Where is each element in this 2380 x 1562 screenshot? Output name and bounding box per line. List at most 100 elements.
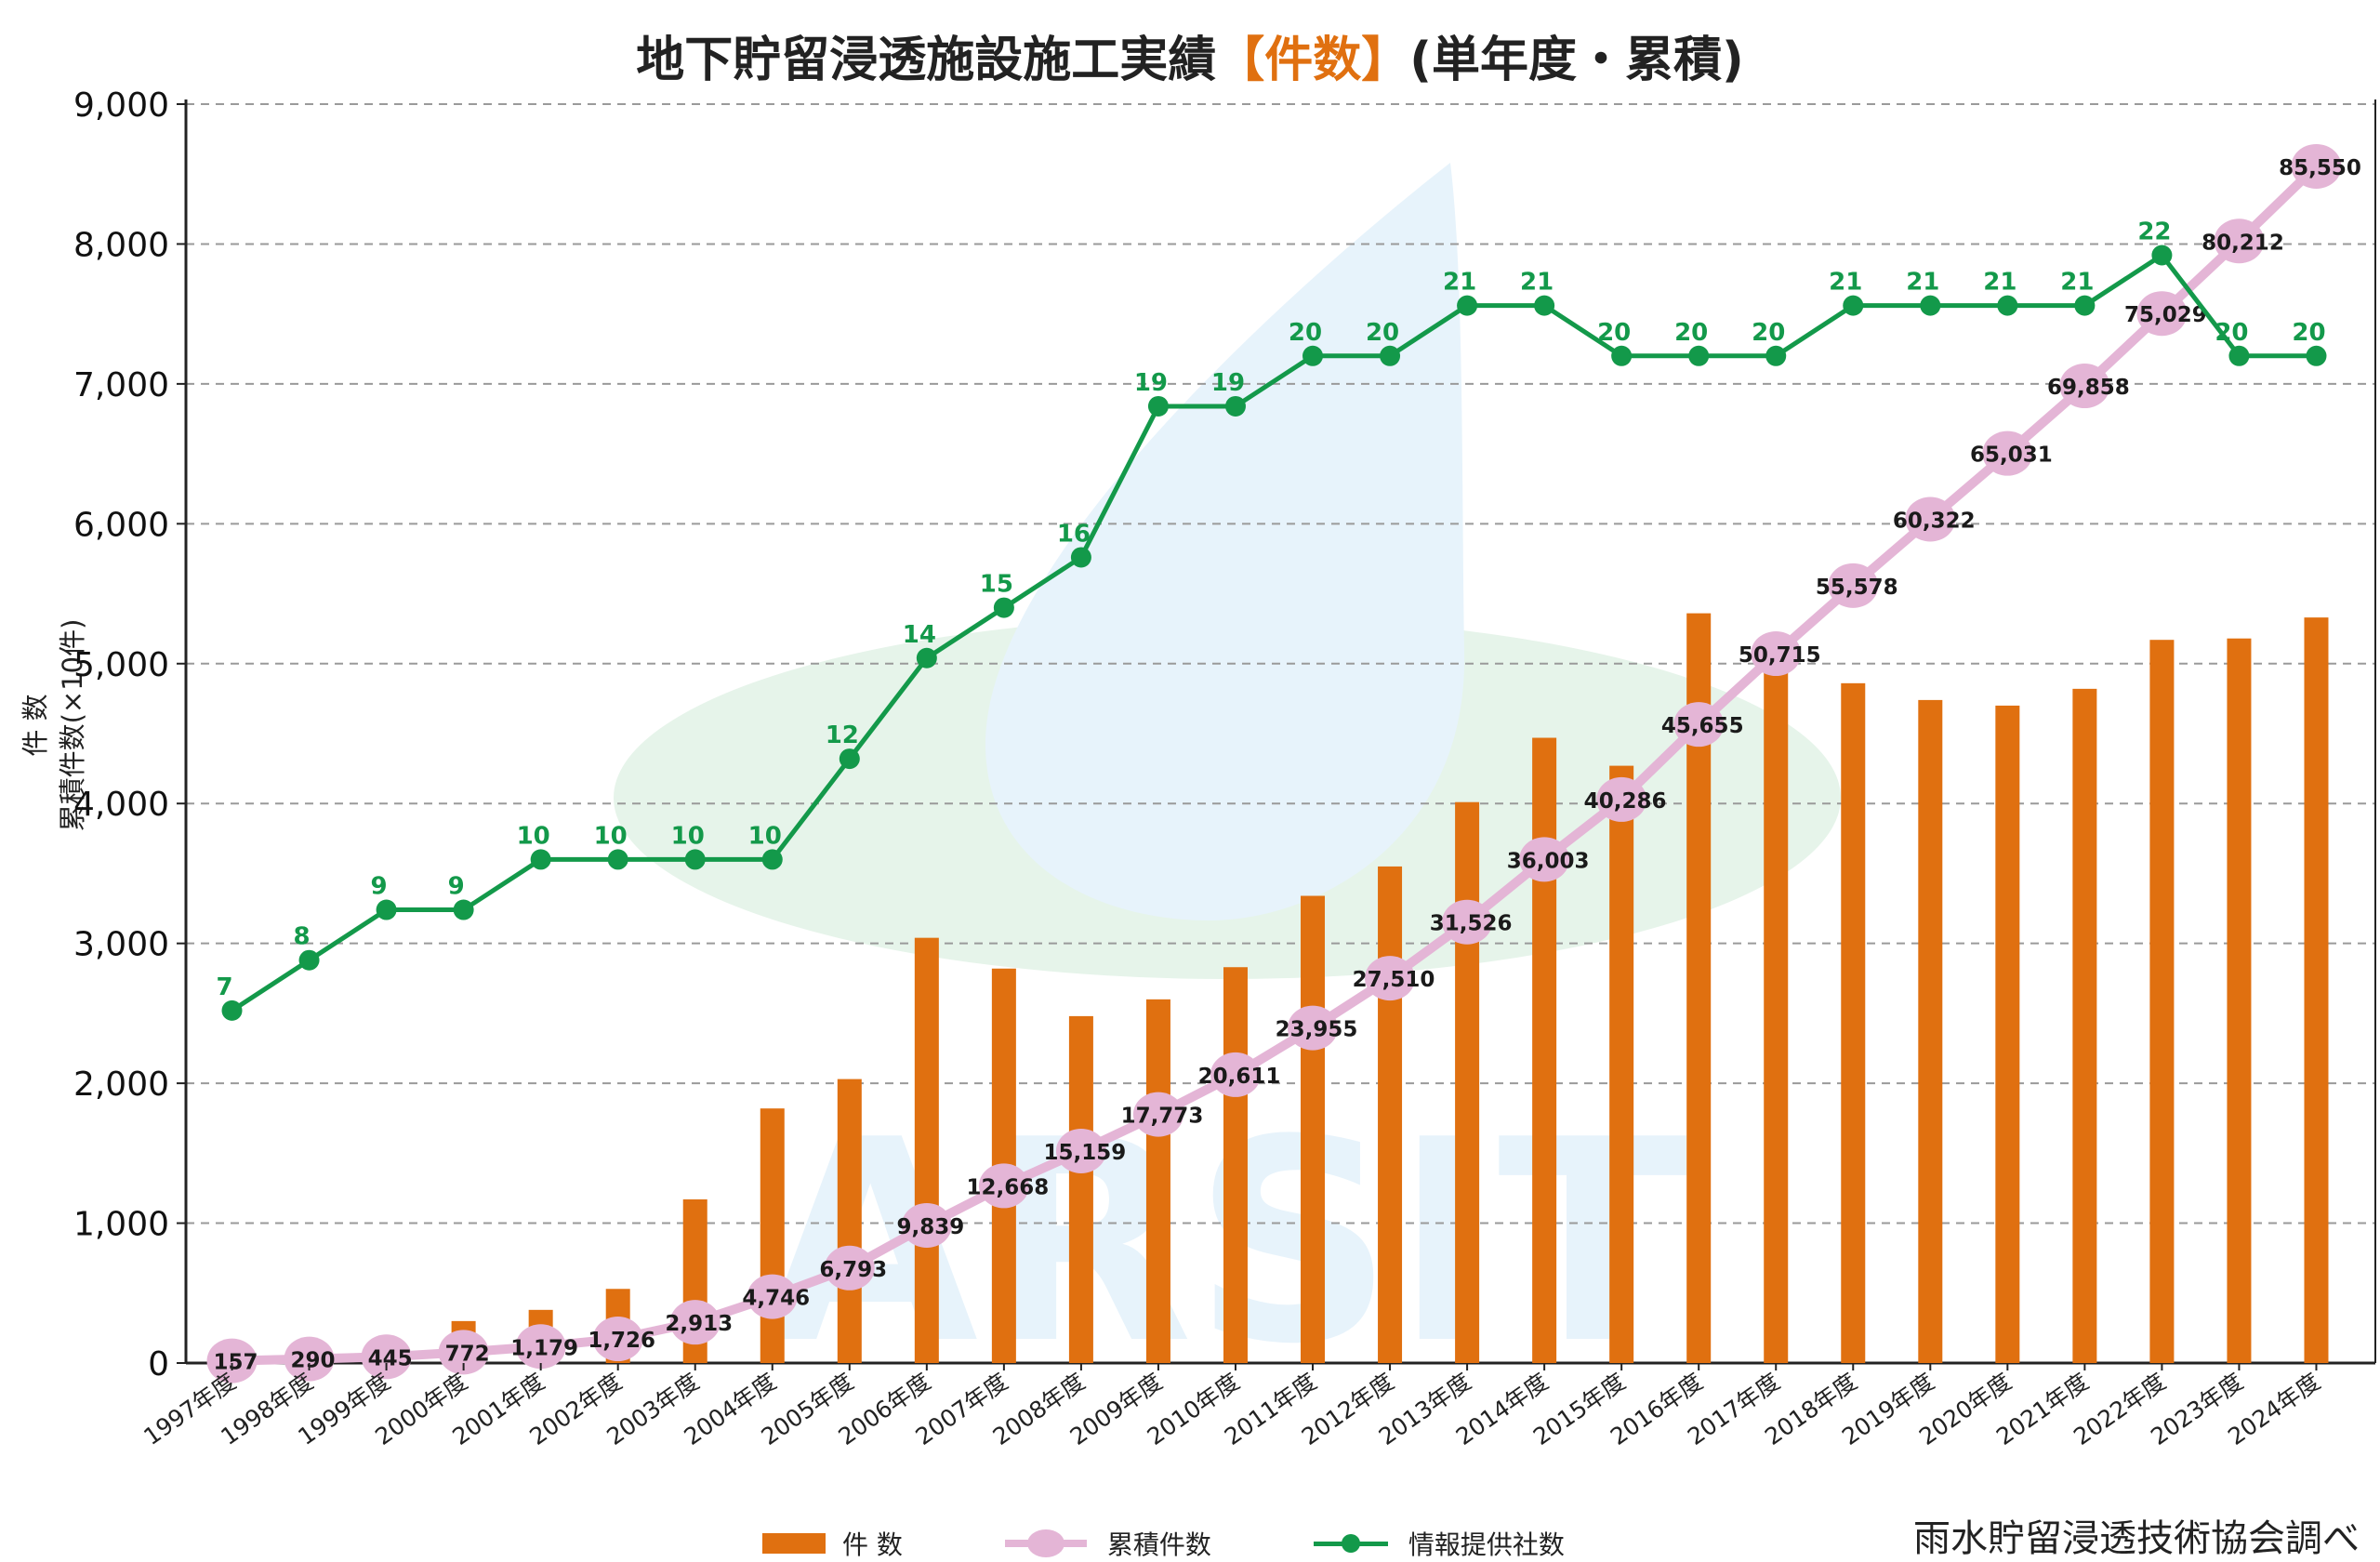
providers-data-label: 21 xyxy=(2060,269,2094,297)
cumulative-data-label: 1,726 xyxy=(588,1329,655,1353)
cumulative-data-label: 27,510 xyxy=(1353,968,1435,992)
cumulative-point xyxy=(1751,631,1802,677)
cumulative-point xyxy=(1210,1052,1261,1097)
cumulative-point xyxy=(284,1336,335,1382)
y-tick-label: 7,000 xyxy=(73,366,169,404)
cumulative-point xyxy=(747,1274,798,1319)
cumulative-data-label: 12,668 xyxy=(966,1175,1049,1199)
bar xyxy=(914,937,939,1363)
providers-point xyxy=(530,849,551,870)
cumulative-data-label: 157 xyxy=(214,1351,258,1375)
chart-title: 地下貯留浸透施設施工実績【件数】(単年度・累積) xyxy=(0,20,2380,90)
bar xyxy=(1995,705,2020,1363)
providers-point xyxy=(1688,345,1710,366)
bar xyxy=(2072,688,2097,1363)
providers-point xyxy=(1302,345,1324,366)
cumulative-data-label: 36,003 xyxy=(1507,849,1590,873)
providers-data-label: 21 xyxy=(1829,269,1862,297)
providers-data-label: 20 xyxy=(1752,319,1785,347)
providers-point xyxy=(298,949,320,971)
bar xyxy=(837,1079,862,1363)
cumulative-point xyxy=(1132,1092,1183,1137)
bar xyxy=(760,1108,785,1363)
providers-point xyxy=(1611,345,1633,366)
providers-data-label: 20 xyxy=(2292,319,2325,347)
cumulative-point xyxy=(669,1300,721,1345)
providers-point xyxy=(607,849,628,870)
cumulative-point xyxy=(2291,143,2342,189)
providers-point xyxy=(1224,395,1246,417)
bar xyxy=(1532,737,1557,1363)
cumulative-data-label: 50,715 xyxy=(1739,643,1821,668)
cumulative-point xyxy=(1519,837,1570,882)
providers-data-label: 20 xyxy=(2215,319,2248,347)
providers-data-label: 21 xyxy=(1520,269,1554,297)
providers-point xyxy=(1380,345,1401,366)
cumulative-series: 157 290 445 772 1,179 1,7262,9134,7466,7939,8… xyxy=(206,143,2361,1383)
cumulative-data-label: 15,159 xyxy=(1044,1141,1127,1165)
providers-point xyxy=(1147,395,1169,417)
cumulative-data-label: 75,029 xyxy=(2124,303,2207,327)
title-sub: (単年度・累積) xyxy=(1409,33,1744,88)
providers-data-label: 22 xyxy=(2137,218,2171,245)
providers-data-label: 20 xyxy=(1366,319,1399,347)
cumulative-point xyxy=(361,1334,412,1380)
cumulative-data-label: 60,322 xyxy=(1893,509,1976,533)
providers-point xyxy=(2074,295,2096,316)
legend-item-bar: 件 数 xyxy=(762,1525,903,1562)
cumulative-point xyxy=(2136,291,2188,337)
bar xyxy=(1378,866,1403,1363)
cumulative-point xyxy=(2059,364,2110,409)
cumulative-line xyxy=(231,163,2320,1366)
cumulative-data-label: 6,793 xyxy=(819,1258,887,1282)
bar xyxy=(2149,640,2175,1363)
providers-point xyxy=(2306,345,2327,366)
providers-data-label: 12 xyxy=(826,721,859,749)
providers-data-label: 19 xyxy=(1211,369,1245,397)
providers-data-label: 19 xyxy=(1134,369,1168,397)
bar xyxy=(1223,967,1248,1363)
cumulative-data-label: 69,858 xyxy=(2047,376,2130,400)
providers-point xyxy=(916,647,937,668)
cumulative-data-label: 445 xyxy=(368,1346,413,1370)
providers-point xyxy=(761,849,783,870)
providers-line xyxy=(231,252,2317,1013)
providers-point xyxy=(2228,345,2250,366)
legend-label-providers: 情報提供社数 xyxy=(1408,1529,1565,1560)
cumulative-data-label: 290 xyxy=(291,1349,336,1373)
cumulative-point xyxy=(206,1338,258,1383)
bar xyxy=(1455,801,1480,1363)
providers-data-label: 10 xyxy=(594,822,628,850)
cumulative-data-label: 31,526 xyxy=(1430,912,1513,936)
providers-data-label: 9 xyxy=(448,873,465,901)
grid-lines xyxy=(177,103,2375,1364)
cumulative-point xyxy=(1055,1128,1106,1173)
cumulative-data-label: 65,031 xyxy=(1970,443,2053,468)
bar xyxy=(1841,682,1866,1363)
y-tick-label: 4,000 xyxy=(73,786,169,824)
legend-swatch-providers xyxy=(1313,1529,1388,1557)
bar xyxy=(2227,638,2252,1363)
providers-point xyxy=(1457,295,1478,316)
cumulative-data-label: 23,955 xyxy=(1276,1018,1358,1042)
providers-point xyxy=(2151,245,2173,266)
legend-label-cumulative: 累積件数 xyxy=(1106,1529,1211,1560)
bar xyxy=(1918,699,1943,1363)
y-tick-label: 8,000 xyxy=(73,226,169,264)
cumulative-point xyxy=(1596,776,1647,822)
bar xyxy=(1068,1015,1093,1363)
cumulative-data-label: 1,179 xyxy=(510,1336,578,1360)
title-highlight: 【件数】 xyxy=(1216,33,1410,88)
providers-data-label: 21 xyxy=(1983,269,2016,297)
providers-point xyxy=(839,748,860,770)
providers-point xyxy=(221,999,243,1021)
providers-data-label: 21 xyxy=(1906,269,1939,297)
providers-point xyxy=(1920,295,1941,316)
providers-data-label: 8 xyxy=(294,923,311,951)
providers-point xyxy=(1534,295,1555,316)
providers-data-label: 21 xyxy=(1443,269,1476,297)
providers-point xyxy=(684,849,706,870)
bar xyxy=(2304,617,2329,1363)
y-tick-label: 9,000 xyxy=(73,86,169,125)
cumulative-point xyxy=(978,1163,1029,1209)
